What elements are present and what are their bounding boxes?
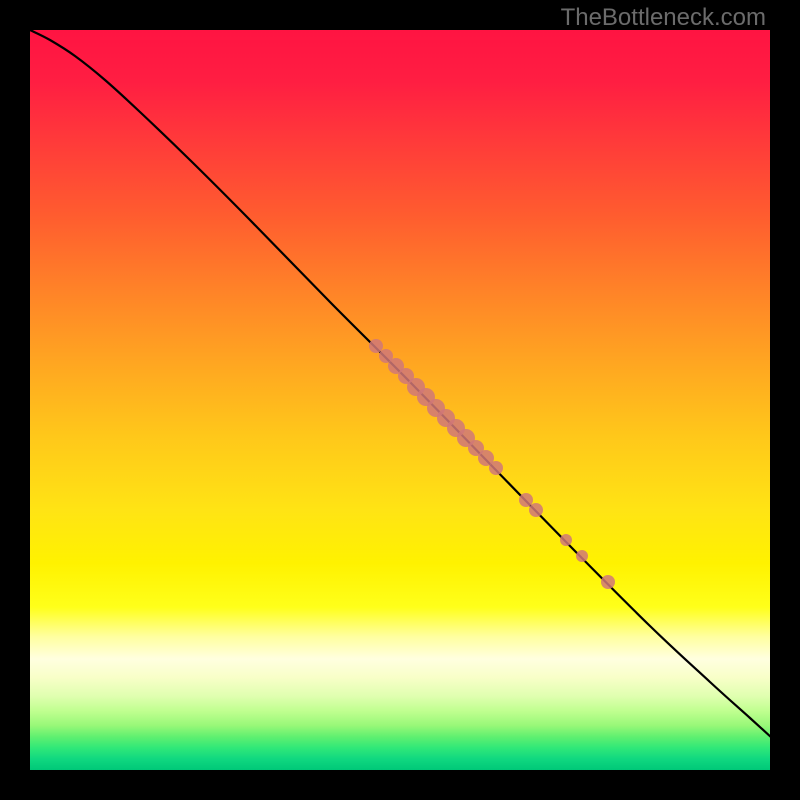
curve-marker [560, 534, 572, 546]
curve-marker [519, 493, 533, 507]
curve-marker [529, 503, 543, 517]
curve-layer [30, 30, 770, 770]
curve-marker [369, 339, 383, 353]
curve-markers [369, 339, 615, 589]
curve-marker [489, 461, 503, 475]
curve-marker [601, 575, 615, 589]
chart-outer: TheBottleneck.com [0, 0, 800, 800]
curve-marker [576, 550, 588, 562]
watermark-label: TheBottleneck.com [561, 4, 766, 32]
plot-area [30, 30, 770, 770]
bottleneck-curve [30, 30, 770, 738]
